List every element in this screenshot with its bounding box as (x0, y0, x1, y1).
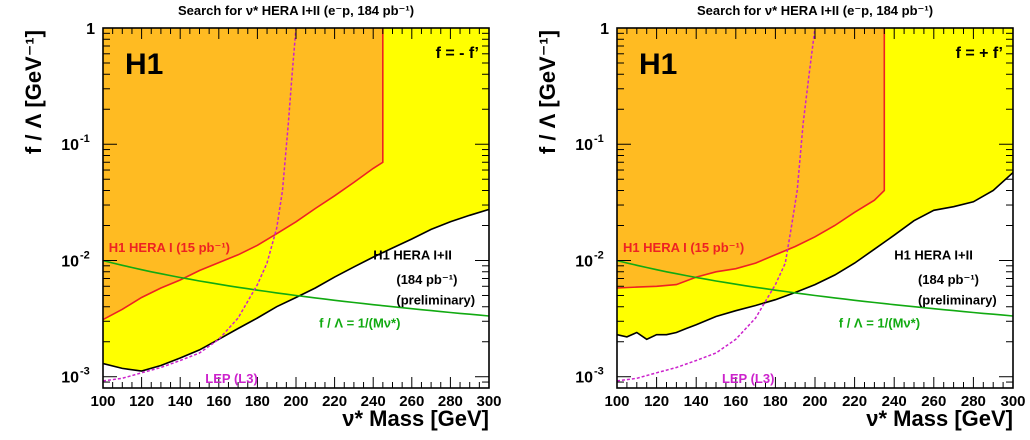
annotation-label: LEP (L3) (205, 371, 257, 386)
chart-title: Search for ν* HERA I+II (e⁻p, 184 pb⁻¹) (178, 3, 414, 18)
annotation-label: LEP (L3) (722, 371, 775, 386)
y-tick-label: 1 (600, 21, 609, 38)
x-tick-label: 240 (361, 393, 386, 410)
annotation-label: H1 HERA I (15 pb⁻¹) (109, 240, 230, 255)
y-tick-exponent: -3 (594, 366, 604, 378)
x-tick-label: 180 (245, 393, 270, 410)
x-tick-label: 220 (842, 393, 867, 410)
x-tick-label: 200 (802, 393, 827, 410)
experiment-label: H1 (639, 48, 677, 81)
series-line-hera1 (617, 28, 886, 289)
y-tick-label: 10 (575, 137, 593, 154)
x-axis-label: ν* Mass [GeV] (866, 406, 1013, 431)
y-tick-base: 10 (575, 370, 593, 387)
y-tick-exponent: -3 (80, 366, 90, 378)
x-tick-label: 300 (1000, 393, 1025, 410)
annotation-label: (184 pb⁻¹) (396, 272, 457, 287)
y-tick-exponent: -1 (80, 133, 90, 145)
annotation-label: (preliminary) (918, 292, 997, 307)
x-tick-label: 140 (684, 393, 709, 410)
hera1-excluded-region (617, 28, 885, 288)
x-tick-label: 280 (961, 393, 986, 410)
x-axis-label: ν* Mass [GeV] (342, 406, 489, 431)
x-tick-label: 160 (723, 393, 748, 410)
annotation-label: (preliminary) (396, 292, 475, 307)
x-tick-label: 100 (90, 393, 115, 410)
y-tick-base: 10 (61, 253, 79, 270)
hera1-excluded-region (103, 28, 383, 320)
x-tick-label: 300 (476, 393, 501, 410)
y-tick-exponent: -1 (594, 133, 604, 145)
y-tick-label: 10 (575, 370, 593, 387)
annotation-label: f / Λ = 1/(Mν*) (319, 316, 400, 331)
annotation-label: (184 pb⁻¹) (918, 272, 979, 287)
series-line-hera2 (617, 172, 1013, 341)
annotation-label: H1 HERA I+II (373, 247, 452, 262)
annotation-label: H1 HERA I+II (894, 247, 973, 262)
y-tick-exponent: -2 (594, 249, 604, 261)
y-axis-label: f / Λ [GeV⁻¹] (21, 30, 46, 154)
annotation-label: H1 HERA I (15 pb⁻¹) (623, 240, 744, 255)
x-tick-label: 280 (438, 393, 463, 410)
y-tick-base: 10 (575, 137, 593, 154)
x-tick-label: 100 (604, 393, 629, 410)
annotation-label: f / Λ = 1/(Mν*) (839, 316, 920, 331)
x-tick-label: 260 (399, 393, 424, 410)
y-tick-base: 10 (61, 370, 79, 387)
x-tick-label: 140 (168, 393, 193, 410)
series-line-theory (103, 259, 489, 317)
x-tick-label: 220 (322, 393, 347, 410)
x-tick-label: 240 (882, 393, 907, 410)
y-tick-label: 10 (575, 253, 593, 270)
series-line-hera1 (103, 28, 384, 321)
series-line-theory (617, 259, 1013, 317)
coupling-label: f = - f’ (436, 45, 479, 62)
y-tick-label: 10 (61, 253, 79, 270)
series-line-lep (103, 28, 297, 382)
y-tick-base: 10 (61, 137, 79, 154)
x-tick-label: 120 (129, 393, 154, 410)
y-tick-label: 10 (61, 137, 79, 154)
coupling-label: f = + f’ (956, 45, 1003, 62)
y-tick-label: 1 (86, 21, 95, 38)
x-tick-label: 120 (644, 393, 669, 410)
x-tick-label: 180 (763, 393, 788, 410)
y-tick-base: 1 (600, 21, 609, 38)
plot-area (617, 28, 1013, 382)
plot-area (103, 28, 489, 382)
y-axis-label: f / Λ [GeV⁻¹] (535, 30, 560, 154)
x-tick-label: 200 (283, 393, 308, 410)
experiment-label: H1 (125, 48, 163, 81)
series-line-lep (617, 28, 816, 382)
chart-title: Search for ν* HERA I+II (e⁻p, 184 pb⁻¹) (697, 3, 933, 18)
series-line-hera2 (103, 208, 489, 372)
x-tick-label: 260 (921, 393, 946, 410)
y-tick-exponent: -2 (80, 249, 90, 261)
y-tick-base: 10 (575, 253, 593, 270)
y-tick-label: 10 (61, 370, 79, 387)
y-tick-base: 1 (86, 21, 95, 38)
x-tick-label: 160 (206, 393, 231, 410)
